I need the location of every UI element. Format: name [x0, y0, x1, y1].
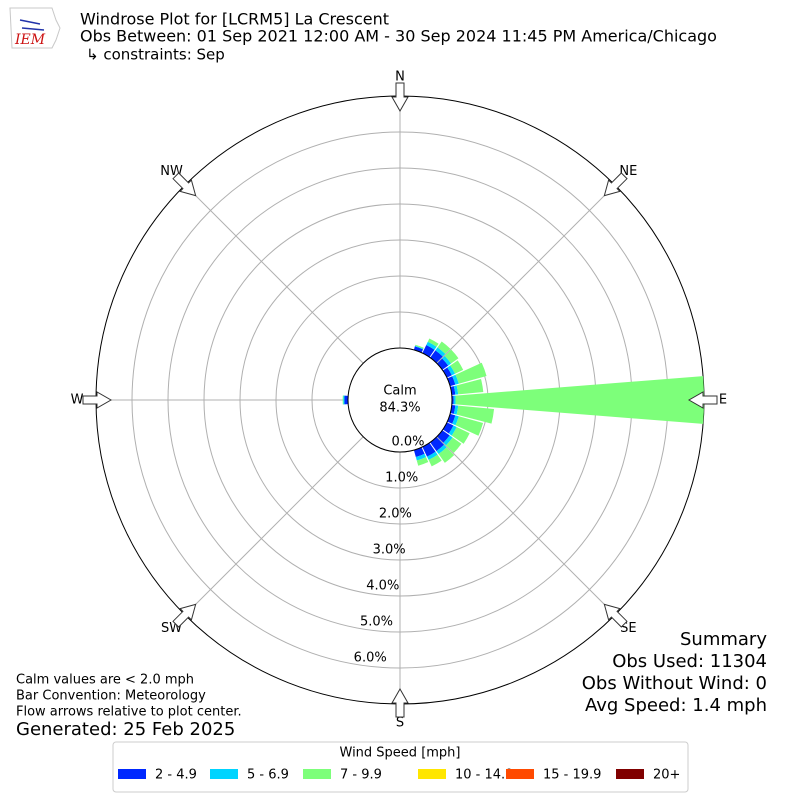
flow-arrow [82, 391, 113, 409]
legend-label: 10 - 14.9 [455, 768, 513, 783]
bar-segment [414, 345, 424, 350]
r-tick-label: 6.0% [354, 651, 387, 666]
bar-segment [455, 376, 705, 424]
legend-swatch [418, 769, 446, 779]
legend-label: 7 - 9.9 [340, 768, 382, 783]
legend-swatch [506, 769, 534, 779]
bar-segment [435, 347, 446, 357]
summary-line: Avg Speed: 1.4 mph [585, 695, 767, 716]
bar-segment [438, 447, 455, 463]
bar-segment [426, 341, 437, 350]
legend-swatch [118, 769, 146, 779]
summary-line: Summary [680, 629, 767, 650]
bar-segment [703, 376, 705, 424]
legend-swatch [303, 769, 331, 779]
note: Calm values are < 2.0 mph [16, 673, 194, 688]
legend-box [112, 741, 689, 793]
flow-arrow [687, 391, 718, 409]
logo: IEM [9, 7, 61, 49]
direction-label: S [396, 716, 404, 731]
r-tick-label: 1.0% [385, 471, 418, 486]
bar-segment [447, 413, 456, 424]
r-tick-label: 0.0% [391, 435, 424, 450]
bar-segment [453, 405, 459, 415]
bar-segment [416, 457, 429, 466]
summary-line: Obs Without Wind: 0 [582, 673, 767, 694]
flow-arrow [603, 172, 628, 197]
flow-arrow [172, 603, 197, 628]
bar-segment [442, 355, 452, 366]
grid-spoke [436, 184, 616, 364]
note: Bar Convention: Meteorology [16, 689, 206, 704]
bar-segment [427, 338, 439, 347]
legend-label: 15 - 19.9 [543, 768, 601, 783]
calm-circle [347, 347, 453, 453]
legend-label: 20+ [653, 768, 680, 783]
direction-label: E [719, 393, 727, 408]
legend-title: Wind Speed [mph] [340, 746, 461, 761]
calm-value: 84.3% [379, 401, 420, 416]
logo-lines [19, 19, 45, 31]
bar-segment [444, 349, 459, 364]
bar-segment [430, 437, 445, 452]
bar-segment [453, 385, 459, 395]
bar-segment [450, 360, 464, 374]
chart-subtitle: Obs Between: 01 Sep 2021 12:00 AM - 30 S… [80, 27, 717, 46]
bar-segment [455, 416, 484, 436]
bar-segment [422, 442, 436, 457]
r-tick-label: 4.0% [366, 579, 399, 594]
grid-spoke [184, 184, 364, 364]
bar-segment [453, 395, 456, 405]
calm-label: Calm [383, 384, 416, 399]
bar-segment [456, 379, 484, 395]
bar-segment [448, 425, 457, 436]
bar-segment [342, 395, 344, 405]
legend-label: 5 - 6.9 [247, 768, 289, 783]
bar-segment [446, 437, 462, 453]
constraints: ↳ constraints: Sep [86, 46, 225, 64]
r-tick-label: 5.0% [360, 615, 393, 630]
bar-segment [451, 427, 470, 444]
bar-segment [428, 454, 442, 467]
legend-swatch [210, 769, 238, 779]
bar-segment [456, 405, 495, 424]
generated: Generated: 25 Feb 2025 [16, 719, 235, 740]
flow-arrow [391, 82, 409, 113]
bar-segment [413, 346, 424, 353]
bar-segment [447, 376, 456, 387]
flow-arrow [172, 172, 197, 197]
bar-segment [437, 358, 449, 370]
grid-spoke [184, 436, 364, 616]
bar-segment [442, 422, 454, 434]
bar-segment [447, 365, 456, 376]
r-tick-label: 3.0% [373, 543, 406, 558]
bar-segment [437, 341, 451, 354]
bar-segment [452, 415, 459, 426]
bar-segment [452, 374, 459, 385]
direction-label: W [71, 393, 84, 408]
legend-swatch [616, 769, 644, 779]
bar-segment [443, 435, 453, 446]
bar-segment [415, 453, 427, 461]
logo-text: IEM [14, 32, 46, 48]
chart-title: Windrose Plot for [LCRM5] La Crescent [80, 10, 389, 29]
r-tick-label: 2.0% [379, 507, 412, 522]
flow-arrow [603, 603, 628, 628]
bar-segment [442, 367, 452, 378]
legend-label: 2 - 4.9 [155, 768, 197, 783]
grid-spoke [436, 436, 616, 616]
bar-segment [344, 395, 349, 405]
bar-segment [427, 451, 438, 460]
summary-line: Obs Used: 11304 [612, 651, 767, 672]
bar-segment [455, 362, 487, 384]
direction-label: N [395, 70, 405, 85]
bar-segment [343, 395, 345, 405]
bar-segment [415, 344, 424, 349]
logo-outline [9, 7, 61, 49]
note: Flow arrows relative to plot center. [16, 705, 242, 720]
bar-segment [436, 444, 447, 455]
flow-arrow [391, 687, 409, 718]
